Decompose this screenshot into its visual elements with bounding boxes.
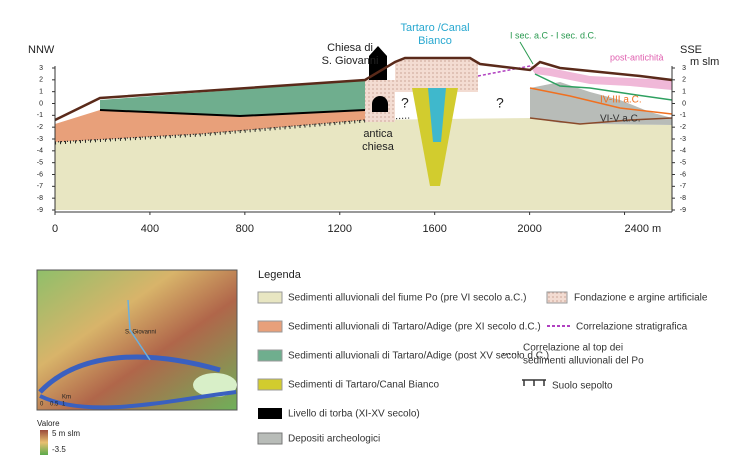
unknown-mark: ? (401, 95, 409, 111)
legend-item: sedimenti alluvionali del Po (523, 356, 644, 367)
map-legend-title: Valore (37, 419, 60, 428)
x-tick-label: 0 (52, 223, 58, 235)
y-tick-label: 3 (682, 65, 686, 72)
river-label: Bianco (418, 35, 452, 47)
left-direction: NNW (28, 44, 55, 56)
y-tick-label: -5 (37, 160, 43, 167)
legend-swatch (258, 408, 282, 419)
figure: NNW SSE m slm Chiesa di S. Giovanni Tart… (0, 0, 754, 455)
map-place: Km (62, 395, 71, 401)
legend-swatch (258, 292, 282, 303)
x-tick-label: 1600 (422, 223, 446, 235)
legend-item: Correlazione al top dei (523, 343, 623, 354)
right-direction: SSE (680, 44, 702, 56)
legend-item: Sedimenti alluvionali di Tartaro/Adige (… (288, 322, 541, 333)
legend-title: Legenda (258, 269, 302, 281)
x-tick-label: 400 (141, 223, 159, 235)
legend-item: Fondazione e argine artificiale (574, 293, 708, 304)
y-tick-label: -9 (680, 207, 686, 214)
legend-item: Depositi archeologici (288, 434, 380, 445)
x-tick-label: 2400 m (625, 223, 662, 235)
y-tick-label: -5 (680, 160, 686, 167)
legend-item: Sedimenti di Tartaro/Canal Bianco (288, 380, 439, 391)
legend-item: Correlazione stratigrafica (576, 322, 688, 333)
y-tick-label: -9 (37, 207, 43, 214)
y-tick-label: -1 (37, 112, 43, 119)
old-church-label: chiesa (362, 141, 395, 153)
period-label: post-antichità (610, 52, 664, 62)
x-tick-label: 1200 (328, 223, 352, 235)
levee (395, 58, 478, 92)
y-unit: m slm (690, 56, 719, 68)
y-tick-label: -1 (680, 112, 686, 119)
period-label: VI-V a.C. (600, 114, 641, 125)
legend-swatch (258, 321, 282, 332)
legend-swatch (258, 433, 282, 444)
legend-swatch (258, 379, 282, 390)
y-tick-label: -4 (37, 148, 43, 155)
tartaro-post-xv (100, 80, 365, 116)
y-tick-label: 1 (39, 89, 43, 96)
church-label: Chiesa di (327, 42, 373, 54)
period-label: I sec. a.C - I sec. d.C. (510, 30, 597, 40)
map-legend-min: -3.5 (52, 445, 66, 454)
legend-swatch (258, 350, 282, 361)
map-colorbar (40, 430, 48, 455)
legend-item: Sedimenti alluvionali di Tartaro/Adige (… (288, 351, 549, 362)
map-place: S. Giovanni (125, 330, 156, 336)
church-label: S. Giovanni (322, 55, 379, 67)
y-tick-label: -2 (37, 124, 43, 131)
y-tick-label: -6 (680, 171, 686, 178)
y-tick-label: -7 (37, 183, 43, 190)
river-label: Tartaro /Canal (400, 22, 469, 34)
legend-soil (522, 380, 546, 386)
map-scale: 0.5 (50, 402, 59, 408)
y-tick-label: 3 (39, 65, 43, 72)
y-tick-label: -2 (680, 124, 686, 131)
old-church-label: antica (363, 128, 393, 140)
y-tick-label: -4 (680, 148, 686, 155)
x-tick-label: 800 (236, 223, 254, 235)
y-tick-label: -7 (680, 183, 686, 190)
y-tick-label: 2 (39, 77, 43, 84)
legend-swatch (547, 292, 567, 303)
y-tick-label: 0 (682, 100, 686, 107)
y-tick-label: 2 (682, 77, 686, 84)
y-tick-label: -3 (37, 136, 43, 143)
label-leader (520, 42, 533, 64)
y-tick-label: 1 (682, 89, 686, 96)
legend-item: Sedimenti alluvionali del fiume Po (pre … (288, 293, 526, 304)
y-tick-label: -8 (680, 195, 686, 202)
map-legend-max: 5 m slm (52, 429, 80, 438)
y-tick-label: -3 (680, 136, 686, 143)
unknown-mark: ? (496, 95, 504, 111)
legend-item: Suolo sepolto (552, 381, 613, 392)
legend-item: Livello di torba (XI-XV secolo) (288, 409, 420, 420)
y-tick-label: 0 (39, 100, 43, 107)
period-label: IV-III a.C. (600, 95, 642, 106)
old-church (372, 96, 388, 112)
y-tick-label: -8 (37, 195, 43, 202)
x-tick-label: 2000 (517, 223, 541, 235)
y-tick-label: -6 (37, 171, 43, 178)
